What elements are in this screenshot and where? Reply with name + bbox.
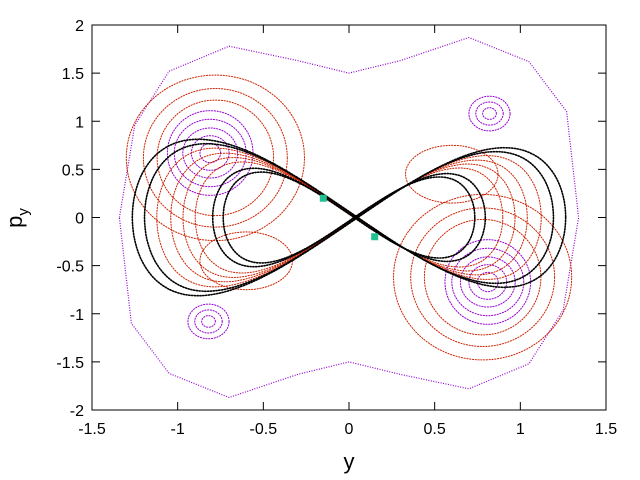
x-axis-label: y <box>344 449 355 474</box>
series-2-lobe-0-orbit-0 <box>156 99 275 217</box>
y-tick-labels: -2 -1.5 -1 -0.5 0 0.5 1 1.5 2 <box>56 18 84 420</box>
series-2-lobe-2-orbit-0 <box>199 231 294 291</box>
x-tick-label-1: -1 <box>171 421 185 438</box>
series-4-separatrix-3 <box>131 138 567 297</box>
y-tick-label-8: 2 <box>75 18 84 35</box>
y-tick-label-0: -2 <box>70 403 84 420</box>
x-tick-label-0: -1.5 <box>78 421 106 438</box>
y-tick-label-4: 0 <box>75 211 84 228</box>
x-tick-labels: -1.5 -1 -0.5 0 0.5 1 1.5 <box>78 421 617 438</box>
series-0-island-3-orbit-0 <box>201 315 216 328</box>
y-tick-label-2: -1 <box>70 307 84 324</box>
x-tick-label-5: 1 <box>516 421 525 438</box>
series-0-island-0-orbit-4 <box>166 110 254 196</box>
y-tick-label-5: 0.5 <box>62 162 84 179</box>
data-layer <box>118 36 580 399</box>
fixed-point-1 <box>371 233 379 241</box>
series-0-island-0-orbit-2 <box>182 127 239 179</box>
y-tick-label-1: -1.5 <box>56 355 84 372</box>
series-2-lobe-1-orbit-1 <box>410 207 556 348</box>
series-0-island-2-orbit-0 <box>482 107 497 120</box>
series-3-separatrix-3 <box>156 147 542 288</box>
series-2-lobe-1-orbit-2 <box>392 193 573 361</box>
y-axis-label: py <box>2 208 32 228</box>
series-2-lobe-3-orbit-0 <box>404 144 499 204</box>
fixed-point-0 <box>319 194 327 202</box>
x-tick-label-6: 1.5 <box>595 421 617 438</box>
series-0-island-0-orbit-3 <box>173 118 247 188</box>
series-0-island-2-orbit-2 <box>468 95 511 132</box>
series-4-separatrix-1 <box>211 167 487 268</box>
ticks-layer <box>91 24 607 411</box>
series-3-separatrix-2 <box>170 152 528 283</box>
series-2-lobe-1-orbit-0 <box>423 218 542 336</box>
series-0-island-0-orbit-0 <box>199 142 221 164</box>
y-axis-label-sub: y <box>15 208 32 216</box>
x-tick-label-3: 0 <box>345 421 354 438</box>
x-tick-label-4: 0.5 <box>424 421 446 438</box>
series-2-lobe-0-orbit-1 <box>142 87 288 228</box>
y-tick-label-3: -0.5 <box>56 259 84 276</box>
series-0-island-3-orbit-1 <box>194 309 223 334</box>
y-tick-label-6: 1 <box>75 114 84 131</box>
x-tick-label-2: -0.5 <box>250 421 278 438</box>
series-0-island-1-orbit-2 <box>459 256 516 308</box>
series-2-lobe-0-orbit-2 <box>125 74 306 242</box>
series-0-island-1-orbit-1 <box>468 264 508 300</box>
series-0-island-2-orbit-1 <box>475 101 504 126</box>
series-1-outer-boundary <box>118 36 580 399</box>
series-0-island-1-orbit-0 <box>477 271 499 293</box>
y-tick-label-7: 1.5 <box>62 66 84 83</box>
y-axis-label-base: p <box>2 216 27 228</box>
series-3-separatrix-0 <box>194 161 504 274</box>
series-4-separatrix-0 <box>222 171 476 264</box>
series-0-island-1-orbit-3 <box>451 247 525 317</box>
series-0-island-3-orbit-2 <box>187 303 230 340</box>
plot-area-border <box>91 24 607 411</box>
series-3-separatrix-1 <box>182 157 516 278</box>
